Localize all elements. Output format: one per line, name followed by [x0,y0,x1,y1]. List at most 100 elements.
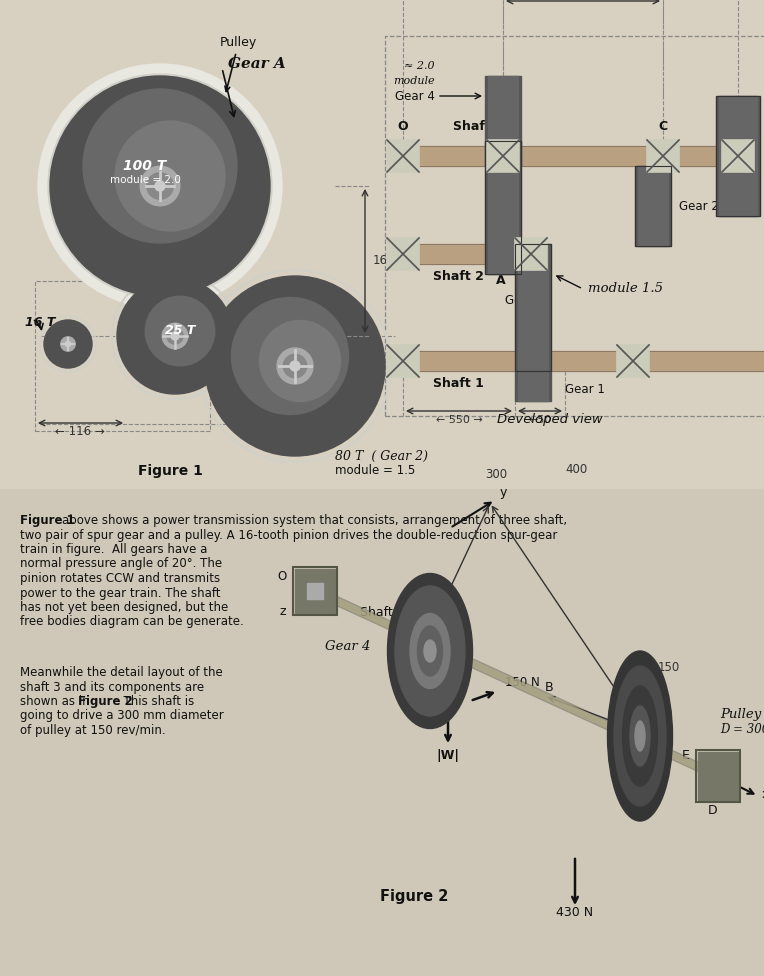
Text: train in figure.  All gears have a: train in figure. All gears have a [20,543,207,556]
Text: Shaft 1: Shaft 1 [433,377,484,390]
Bar [485,76,521,166]
Text: 100 T: 100 T [123,159,167,173]
Bar [518,371,548,401]
Circle shape [66,342,70,346]
Bar [387,238,419,270]
Ellipse shape [387,574,472,728]
Text: Figure 1: Figure 1 [20,514,75,527]
Text: C: C [659,120,668,133]
Text: ≈ 2.0: ≈ 2.0 [404,61,435,71]
Text: Figure 2: Figure 2 [380,888,448,904]
Text: shaft 3 and its components are: shaft 3 and its components are [20,680,204,694]
Circle shape [44,320,92,368]
Text: 80 T  ( Gear 2): 80 T ( Gear 2) [335,450,428,463]
Circle shape [117,278,233,394]
Bar [485,141,521,274]
Bar [515,238,547,270]
Text: B: B [498,120,508,133]
Text: Pulley: Pulley [720,708,761,721]
Text: . This shaft is: . This shaft is [116,695,194,708]
Text: 400: 400 [565,463,588,476]
Text: going to drive a 300 mm diameter: going to drive a 300 mm diameter [20,710,224,722]
Text: 150: 150 [658,661,680,674]
Text: free bodies diagram can be generate.: free bodies diagram can be generate. [20,616,244,629]
Text: above shows a power transmission system that consists, arrangement of three shaf: above shows a power transmission system … [62,514,567,527]
Ellipse shape [417,626,442,676]
Circle shape [50,76,270,296]
Text: Gear 4: Gear 4 [395,90,435,102]
Text: ← 116 →: ← 116 → [55,425,105,438]
Bar [297,573,333,609]
Text: O: O [398,120,408,133]
Text: 16 T: 16 T [25,315,55,329]
Text: Gear 3: Gear 3 [505,294,545,307]
Text: 162.5: 162.5 [373,255,406,267]
Bar [617,345,649,377]
Text: 430 N: 430 N [556,906,594,919]
Text: D: D [708,804,718,817]
Text: shown as in: shown as in [20,695,93,708]
Bar [403,146,750,166]
Circle shape [162,323,188,348]
Text: B: B [545,681,554,694]
Text: E: E [733,120,743,133]
Ellipse shape [623,686,658,786]
Circle shape [147,173,173,199]
Text: Figure 2: Figure 2 [78,695,132,708]
Bar [403,351,764,371]
Circle shape [171,332,179,340]
Circle shape [83,89,237,243]
Bar [716,96,760,216]
Text: has not yet been designed, but the: has not yet been designed, but the [20,601,228,614]
Text: Meanwhile the detail layout of the: Meanwhile the detail layout of the [20,666,223,679]
Bar [515,371,551,401]
Circle shape [167,328,183,345]
Circle shape [38,64,282,308]
Circle shape [115,121,225,231]
Text: Gear A: Gear A [228,57,286,71]
Text: C: C [615,713,623,726]
Text: Shaft 2: Shaft 2 [433,270,484,283]
Bar [700,756,736,796]
Text: 20°: 20° [440,698,460,708]
Bar [403,146,750,166]
Bar [0,0,764,488]
Bar [647,140,679,172]
Bar [515,244,551,371]
Ellipse shape [630,706,650,766]
Bar [485,141,521,274]
Text: |W|: |W| [436,749,459,762]
Text: 25 T: 25 T [165,324,195,338]
Bar [722,140,754,172]
Text: normal pressure angle of 20°. The: normal pressure angle of 20°. The [20,557,222,571]
Bar [403,244,538,264]
Circle shape [290,361,300,371]
Text: of pulley at 150 rev/min.: of pulley at 150 rev/min. [20,724,166,737]
Circle shape [205,276,385,456]
Text: D = 300 mm: D = 300 mm [720,723,764,736]
Text: module 1.5: module 1.5 [588,282,663,295]
Bar [515,244,551,371]
Text: 150 N: 150 N [505,676,539,689]
Bar [387,345,419,377]
Ellipse shape [410,614,450,688]
Text: power to the gear train. The shaft: power to the gear train. The shaft [20,587,221,599]
Circle shape [61,337,75,351]
Circle shape [48,74,272,298]
Text: A: A [496,274,506,287]
Bar [487,140,519,172]
Text: ←50: ←50 [529,415,552,425]
Bar [488,141,518,274]
Bar [295,569,335,613]
Circle shape [231,298,348,415]
Bar [307,583,323,599]
Text: Gear 2: Gear 2 [679,199,719,213]
Text: ← 550 →: ← 550 → [435,415,482,425]
Bar [635,166,671,246]
Text: Gear 4: Gear 4 [325,639,370,653]
Ellipse shape [614,666,666,806]
Text: module = 1.5: module = 1.5 [335,464,416,476]
Text: Pulley: Pulley [220,36,257,92]
Ellipse shape [395,586,465,716]
Ellipse shape [635,721,645,751]
